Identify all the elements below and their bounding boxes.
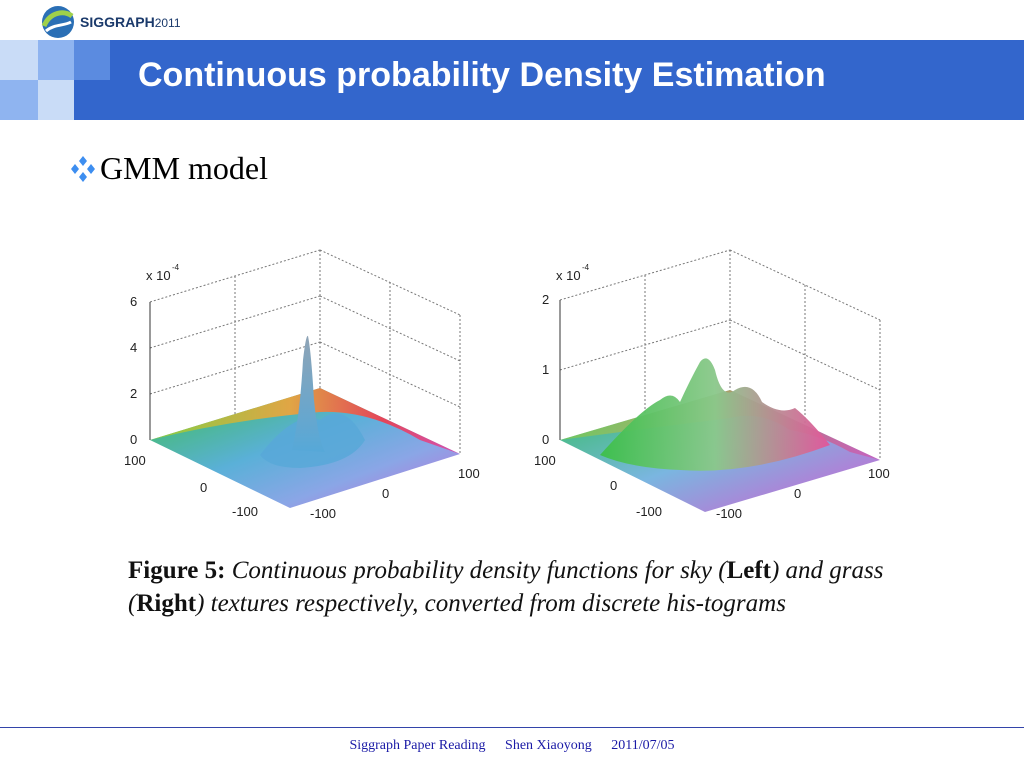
right-x-tick: -100 [636, 504, 662, 519]
right-z-tick: 1 [542, 362, 549, 377]
caption-text: ) and grass ( [128, 557, 884, 617]
right-y-tick: 0 [794, 486, 801, 501]
logo-wordmark: SIGGRAPH2011 [80, 14, 181, 30]
left-x-tick: -100 [232, 504, 258, 519]
figure-plots: x 10 -4 6 4 2 0 100 0 -100 -100 0 100 [124, 249, 890, 521]
decor-square [74, 40, 110, 80]
left-exponent-value: -4 [172, 263, 180, 272]
footer-event: Siggraph Paper Reading [349, 738, 486, 753]
title-bar [110, 40, 1024, 120]
left-x-tick: 100 [124, 453, 146, 468]
right-exponent-value: -4 [582, 263, 590, 272]
decor-square [0, 80, 38, 120]
slide-footer: Siggraph Paper Reading Shen Xiaoyong 201… [0, 738, 1024, 754]
diamond-bullet-icon [71, 155, 95, 182]
bullet-text: GMM model [100, 150, 268, 186]
right-z-tick: 2 [542, 292, 549, 307]
slide-title: Continuous probability Density Estimatio… [138, 56, 826, 94]
right-y-tick: 100 [868, 466, 890, 481]
bullet-item: GMM model [66, 150, 268, 187]
right-plot: x 10 -4 2 1 0 100 0 -100 -100 0 100 [534, 249, 890, 521]
right-x-tick: 0 [610, 478, 617, 493]
caption-text: Continuous probability density functions… [231, 557, 727, 584]
right-z-tick: 0 [542, 432, 549, 447]
decor-square [38, 80, 74, 120]
left-y-tick: 100 [458, 466, 480, 481]
caption-label: Figure 5: [128, 557, 226, 584]
left-z-tick: 6 [130, 294, 137, 309]
caption-text: ) textures respectively, converted from … [196, 590, 786, 617]
right-exponent-label: x 10 [556, 268, 581, 283]
right-y-tick: -100 [716, 506, 742, 521]
decor-square [74, 80, 110, 120]
decor-square [0, 40, 38, 80]
left-z-tick: 0 [130, 432, 137, 447]
siggraph-logo: SIGGRAPH2011 [40, 2, 181, 42]
left-exponent-label: x 10 [146, 268, 171, 283]
left-y-tick: -100 [310, 506, 336, 521]
footer-divider [0, 727, 1024, 728]
siggraph-swirl-icon [41, 6, 74, 38]
left-y-tick: 0 [382, 486, 389, 501]
footer-date: 2011/07/05 [611, 738, 675, 753]
left-x-tick: 0 [200, 480, 207, 495]
caption-left-word: Left [726, 557, 771, 584]
left-z-tick: 4 [130, 340, 137, 355]
figure-caption: Figure 5: Continuous probability density… [128, 554, 928, 620]
footer-author: Shen Xiaoyong [505, 738, 592, 753]
left-z-tick: 2 [130, 386, 137, 401]
right-x-tick: 100 [534, 453, 556, 468]
decor-square [38, 40, 74, 80]
caption-right-word: Right [136, 590, 197, 617]
left-plot: x 10 -4 6 4 2 0 100 0 -100 -100 0 100 [124, 249, 480, 521]
